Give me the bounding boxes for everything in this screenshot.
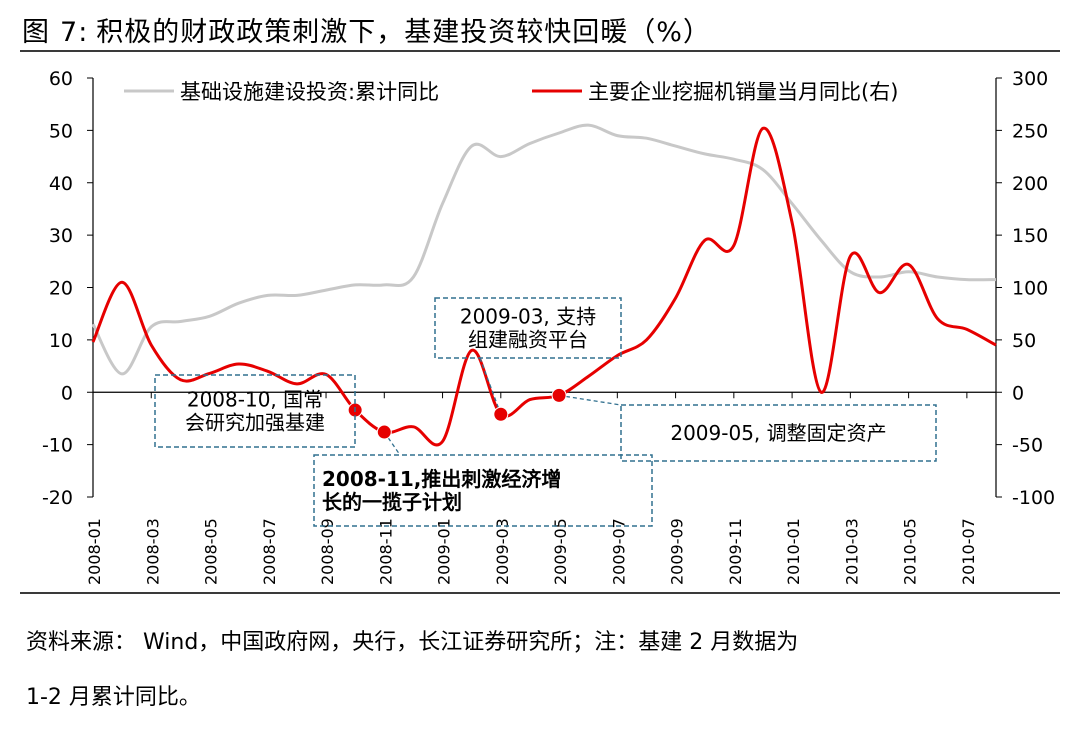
- x-tick-label: 2009-07: [609, 518, 628, 585]
- left-y-tick-label: 50: [49, 120, 73, 142]
- annotation-marker: [551, 387, 567, 403]
- right-y-tick-label: 200: [1012, 173, 1048, 195]
- left-y-tick-label: 60: [49, 68, 73, 90]
- x-tick-label: 2009-05: [551, 518, 570, 585]
- legend-excavator-label: 主要企业挖掘机销量当月同比(右): [588, 80, 898, 104]
- annotation-text: 长的一揽子计划: [322, 490, 462, 514]
- figure-number: 7: [60, 17, 79, 48]
- legend-infra-label: 基础设施建设投资:累计同比: [180, 80, 439, 104]
- source-note-line-1: 资料来源： Wind，中国政府网，央行，长江证券研究所；注：基建 2 月数据为: [26, 630, 799, 655]
- left-y-tick-label: 20: [49, 278, 73, 300]
- x-tick-label: 2010-07: [959, 518, 978, 585]
- right-y-tick-label: 250: [1012, 120, 1048, 142]
- left-y-tick-label: -20: [42, 487, 73, 509]
- x-tick-label: 2009-01: [435, 518, 454, 585]
- x-tick-label: 2010-05: [901, 518, 920, 585]
- figure-separator: :: [78, 17, 89, 48]
- right-y-tick-label: 50: [1012, 330, 1036, 352]
- left-y-tick-label: 40: [49, 173, 73, 195]
- annotation-text: 2009-05, 调整固定资产: [670, 421, 886, 445]
- annotation-callout-box: [313, 454, 653, 527]
- left-y-tick-label: -10: [42, 435, 73, 457]
- excavator-sales-line: [91, 126, 997, 447]
- chart: -20-100102030405060-100-5005010015020025…: [42, 68, 1055, 585]
- annotation-text: 会研究加强基建: [185, 411, 325, 435]
- x-tick-label: 2008-05: [202, 518, 221, 585]
- annotation-callout-box: [620, 404, 937, 462]
- x-tick-label: 2008-03: [143, 518, 162, 585]
- x-tick-label: 2009-11: [726, 518, 745, 585]
- annotation-text: 组建融资平台: [468, 328, 588, 352]
- figure-title-text: 积极的财政政策刺激下，基建投资较快回暖（%）: [96, 17, 711, 48]
- annotation-marker: [493, 406, 509, 422]
- annotation-connector: [383, 431, 401, 456]
- right-y-tick-label: -100: [1012, 487, 1055, 509]
- figure-label: 图: [22, 17, 50, 48]
- figure-title: 图 7: 积极的财政政策刺激下，基建投资较快回暖（%）: [22, 10, 711, 49]
- right-y-tick-label: -50: [1012, 435, 1043, 457]
- x-tick-label: 2008-07: [260, 518, 279, 585]
- left-y-tick-label: 30: [49, 225, 73, 247]
- annotation-text: 2008-11,推出刺激经济增: [322, 467, 561, 491]
- right-y-tick-label: 300: [1012, 68, 1048, 90]
- x-tick-label: 2009-09: [668, 518, 687, 585]
- x-tick-label: 2010-01: [784, 518, 803, 585]
- left-y-tick-label: 0: [61, 382, 73, 404]
- right-y-tick-label: 150: [1012, 225, 1048, 247]
- right-y-tick-label: 0: [1012, 382, 1024, 404]
- x-tick-label: 2008-01: [85, 518, 104, 585]
- top-rule: [20, 50, 1060, 52]
- annotation-callout-box: [434, 297, 622, 359]
- annotation-text: 2009-03, 支持: [460, 305, 596, 329]
- annotation-connector: [558, 394, 622, 406]
- annotation-connector: [479, 357, 502, 415]
- annotation-marker: [376, 424, 392, 440]
- bottom-rule: [20, 592, 1060, 594]
- left-y-tick-label: 10: [49, 330, 73, 352]
- x-tick-label: 2008-09: [318, 518, 337, 585]
- right-y-tick-label: 100: [1012, 278, 1048, 300]
- annotation-callout-box: [154, 374, 356, 448]
- annotation-text: 2008-10, 国常: [187, 388, 323, 412]
- x-tick-label: 2008-11: [376, 518, 395, 585]
- source-note-line-2: 1-2 月累计同比。: [26, 685, 201, 710]
- x-tick-label: 2010-03: [842, 518, 861, 585]
- x-tick-label: 2009-03: [493, 518, 512, 585]
